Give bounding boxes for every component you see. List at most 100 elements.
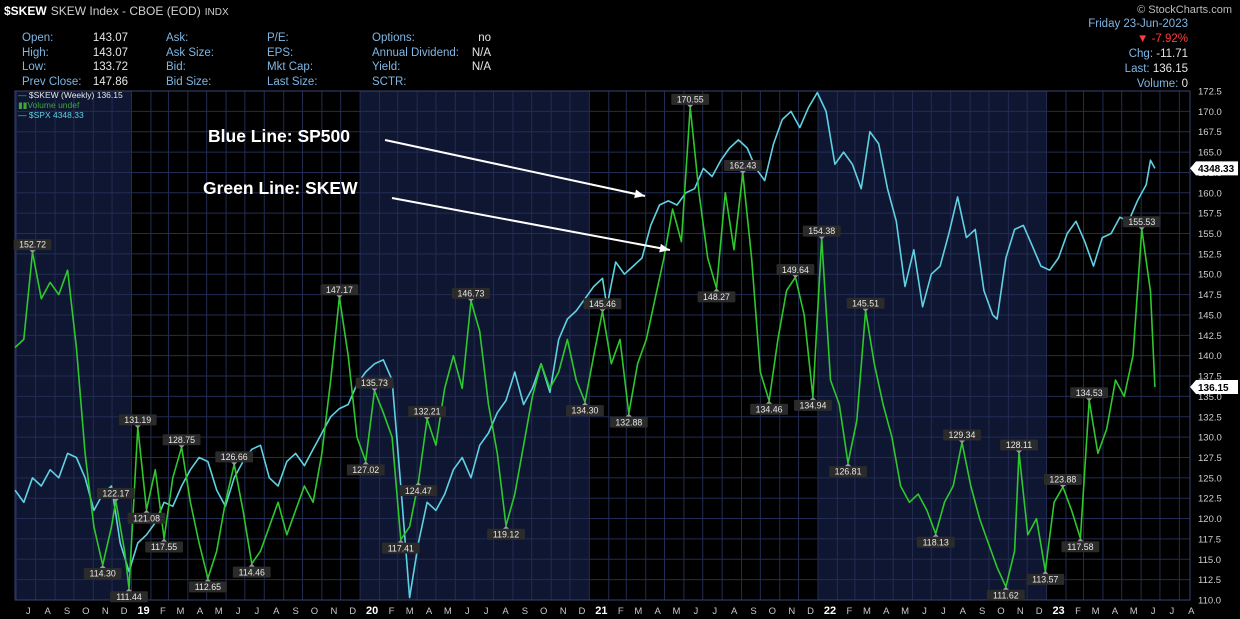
quote-label: Mkt Cap: bbox=[267, 61, 314, 74]
value-label-box bbox=[408, 406, 447, 418]
value-label-pointer bbox=[143, 509, 150, 513]
x-tick-label: S bbox=[64, 606, 70, 617]
value-label: 134.30 bbox=[572, 406, 599, 416]
value-label-pointer bbox=[371, 388, 378, 392]
value-label-pointer bbox=[125, 588, 132, 592]
legend-volume-label: Volume undef bbox=[27, 100, 80, 110]
x-tick-label: A bbox=[426, 606, 433, 617]
y-tick-label: 127.5 bbox=[1198, 453, 1222, 464]
value-label-pointer bbox=[161, 538, 168, 542]
value-label: 134.53 bbox=[1076, 388, 1103, 398]
value-label-box bbox=[829, 466, 867, 478]
value-label-pointer bbox=[862, 308, 869, 312]
y-axis-labels: 110.0 112.5 115.0 117.5 120.0 122.5 125.0 127.5… bbox=[1198, 87, 1222, 607]
value-label-box bbox=[802, 225, 841, 237]
value-label-pointer bbox=[134, 425, 141, 429]
x-tick-label: J bbox=[712, 606, 717, 617]
quote-label: Bid: bbox=[166, 61, 186, 74]
value-label-pointer bbox=[1002, 586, 1009, 590]
value-label: 131.19 bbox=[124, 415, 151, 425]
value-label: 149.64 bbox=[782, 265, 809, 275]
legend-spx-label: $SPX 4348.33 bbox=[28, 110, 84, 120]
y-tick-label: 120.0 bbox=[1198, 514, 1222, 525]
value-label-pointer bbox=[687, 104, 694, 108]
quote-label: Options: bbox=[372, 32, 415, 44]
quote-value: N/A bbox=[471, 46, 491, 59]
quote-label: Last Size: bbox=[267, 76, 318, 89]
x-tick-label: J bbox=[694, 606, 699, 617]
value-label-box bbox=[232, 566, 271, 578]
x-tick-label: M bbox=[901, 606, 909, 617]
y-tick-label: 167.5 bbox=[1198, 127, 1222, 138]
value-label-box bbox=[916, 536, 955, 548]
x-tick-label: 19 bbox=[137, 605, 149, 617]
x-tick-label: O bbox=[311, 606, 318, 617]
quote-label: Annual Dividend: bbox=[372, 46, 459, 59]
y-tick-label: 112.5 bbox=[1198, 575, 1221, 586]
x-tick-label: M bbox=[673, 606, 681, 617]
x-tick-label: O bbox=[769, 606, 776, 617]
x-tick-label: D bbox=[578, 606, 585, 617]
x-tick-label: J bbox=[922, 606, 927, 617]
pct-change: -7.92% bbox=[1151, 33, 1188, 45]
spx-line bbox=[14, 91, 1156, 599]
quote-label: Bid Size: bbox=[166, 76, 212, 89]
quote-value: 147.86 bbox=[92, 76, 128, 89]
value-label-box bbox=[355, 377, 394, 389]
x-tick-label: N bbox=[102, 606, 109, 617]
x-tick-label: M bbox=[215, 606, 223, 617]
x-tick-label: M bbox=[444, 606, 452, 617]
value-label: 117.41 bbox=[388, 543, 414, 553]
price-tag-label: 136.15 bbox=[1198, 383, 1229, 394]
value-label-box bbox=[776, 264, 815, 276]
value-label: 127.02 bbox=[352, 465, 379, 475]
value-label-box bbox=[846, 297, 885, 309]
value-label-pointer bbox=[625, 413, 632, 417]
quote-label: Ask Size: bbox=[166, 46, 214, 59]
y-tick-label: 150.0 bbox=[1198, 270, 1222, 281]
x-tick-label: O bbox=[82, 606, 89, 617]
quote-label: Yield: bbox=[372, 61, 401, 74]
x-tick-label: A bbox=[731, 606, 738, 617]
x-tick-label: A bbox=[197, 606, 204, 617]
volume-value: 0 bbox=[1181, 78, 1188, 90]
x-tick-label: F bbox=[846, 606, 852, 617]
value-label-box bbox=[723, 160, 762, 172]
price-tag-label: 4348.33 bbox=[1198, 164, 1235, 175]
value-label-box bbox=[1000, 439, 1038, 451]
value-label-pointer bbox=[1138, 227, 1145, 231]
value-label-pointer bbox=[99, 564, 106, 568]
y-tick-label: 152.5 bbox=[1198, 249, 1222, 260]
price-tag bbox=[1190, 161, 1238, 176]
exchange: INDX bbox=[204, 7, 229, 18]
value-label-box bbox=[609, 416, 648, 428]
x-tick-label: O bbox=[540, 606, 547, 617]
x-tick-label: M bbox=[863, 606, 871, 617]
value-label-pointer bbox=[1042, 570, 1049, 574]
value-label-box bbox=[320, 284, 359, 296]
quote-date: Friday 23-Jun-2023 bbox=[1088, 18, 1188, 30]
value-labels: 152.72 114.30 122.17 111.44 131.19 121.08 117.… bbox=[13, 93, 1161, 603]
x-tick-label: M bbox=[176, 606, 184, 617]
value-label-box bbox=[1070, 387, 1109, 399]
y-tick-label: 130.0 bbox=[1198, 433, 1222, 444]
value-label: 145.46 bbox=[589, 299, 616, 309]
x-tick-label: M bbox=[1130, 606, 1138, 617]
skew-line bbox=[14, 106, 1156, 590]
y-tick-label: 157.5 bbox=[1198, 209, 1222, 220]
x-axis-labels: J A S O N D 19 F M A M J J A S O N D 20 F M A M J J A S O N D 21 F M A M J J… bbox=[26, 605, 1195, 617]
y-tick-label: 117.5 bbox=[1198, 534, 1221, 545]
value-label-box bbox=[487, 528, 525, 540]
y-tick-label: 170.0 bbox=[1198, 107, 1222, 118]
value-label: 152.72 bbox=[19, 240, 46, 250]
value-label: 114.46 bbox=[239, 567, 265, 577]
quote-value: N/A bbox=[471, 61, 491, 74]
quote-label: SCTR: bbox=[372, 76, 407, 89]
chg-row: Chg: -11.71 bbox=[1088, 47, 1188, 62]
last-row: Last: 136.15 bbox=[1088, 62, 1188, 77]
x-tick-label: M bbox=[1092, 606, 1100, 617]
value-label-box bbox=[189, 581, 227, 593]
price-tags: 4348.33 136.15 bbox=[1190, 161, 1238, 395]
x-tick-label: 20 bbox=[366, 605, 378, 617]
